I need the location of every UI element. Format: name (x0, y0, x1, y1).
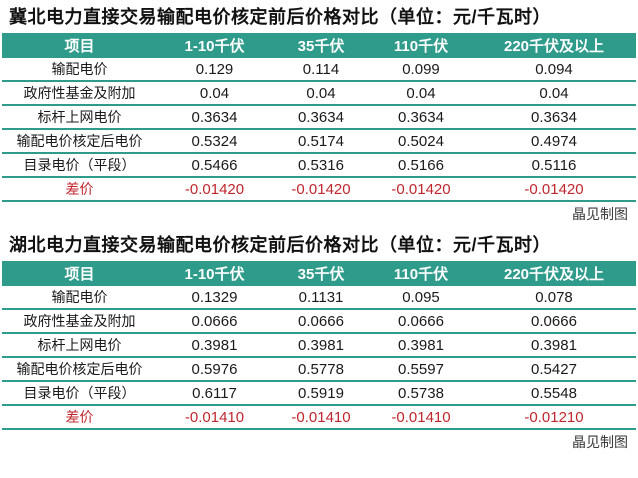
row-label: 差价 (2, 177, 157, 201)
header-row: 项目 1-10千伏 35千伏 110千伏 220千伏及以上 (2, 33, 636, 58)
value-cell: -0.01420 (370, 177, 472, 201)
column-header: 35千伏 (272, 261, 370, 286)
column-header: 110千伏 (370, 261, 472, 286)
value-cell: 0.04 (370, 81, 472, 105)
price-table-section: 冀北电力直接交易输配电价核定前后价格对比（单位：元/千瓦时） 项目 1-10千伏 3… (0, 7, 638, 222)
column-header: 35千伏 (272, 33, 370, 58)
row-label: 输配电价 (2, 58, 157, 81)
value-cell: 0.3981 (272, 333, 370, 357)
value-cell: 0.5116 (472, 153, 636, 177)
value-cell: 0.5976 (157, 357, 272, 381)
row-label: 输配电价核定后电价 (2, 357, 157, 381)
value-cell: -0.01210 (472, 405, 636, 429)
column-header: 110千伏 (370, 33, 472, 58)
value-cell: 0.1131 (272, 286, 370, 309)
infographic-root: 冀北电力直接交易输配电价核定前后价格对比（单位：元/千瓦时） 项目 1-10千伏 3… (0, 7, 638, 450)
column-header: 1-10千伏 (157, 33, 272, 58)
column-header: 1-10千伏 (157, 261, 272, 286)
value-cell: 0.5778 (272, 357, 370, 381)
price-table-section: 湖北电力直接交易输配电价核定前后价格对比（单位：元/千瓦时） 项目 1-10千伏 3… (0, 235, 638, 450)
price-table: 项目 1-10千伏 35千伏 110千伏 220千伏及以上 输配电价 0.1329 0.11… (2, 261, 636, 430)
value-cell: 0.5597 (370, 357, 472, 381)
table-row: 标杆上网电价 0.3634 0.3634 0.3634 0.3634 (2, 105, 636, 129)
value-cell: 0.5316 (272, 153, 370, 177)
value-cell: 0.095 (370, 286, 472, 309)
value-cell: 0.6117 (157, 381, 272, 405)
row-label: 标杆上网电价 (2, 333, 157, 357)
table-row: 政府性基金及附加 0.0666 0.0666 0.0666 0.0666 (2, 309, 636, 333)
row-label: 目录电价（平段） (2, 381, 157, 405)
value-cell: 0.3634 (370, 105, 472, 129)
value-cell: 0.04 (157, 81, 272, 105)
table-row: 政府性基金及附加 0.04 0.04 0.04 0.04 (2, 81, 636, 105)
value-cell: 0.3981 (370, 333, 472, 357)
value-cell: 0.114 (272, 58, 370, 81)
value-cell: 0.5738 (370, 381, 472, 405)
value-cell: -0.01410 (157, 405, 272, 429)
value-cell: 0.0666 (370, 309, 472, 333)
table-row: 差价 -0.01410 -0.01410 -0.01410 -0.01210 (2, 405, 636, 429)
value-cell: 0.5324 (157, 129, 272, 153)
value-cell: 0.3634 (472, 105, 636, 129)
table-title: 冀北电力直接交易输配电价核定前后价格对比（单位：元/千瓦时） (9, 7, 551, 27)
value-cell: -0.01420 (472, 177, 636, 201)
value-cell: 0.04 (272, 81, 370, 105)
value-cell: 0.5427 (472, 357, 636, 381)
table-row: 输配电价 0.1329 0.1131 0.095 0.078 (2, 286, 636, 309)
credit-label: 晶见制图 (572, 434, 628, 450)
column-header: 项目 (2, 33, 157, 58)
price-table: 项目 1-10千伏 35千伏 110千伏 220千伏及以上 输配电价 0.129 0.114… (2, 33, 636, 202)
value-cell: 0.5466 (157, 153, 272, 177)
value-cell: 0.3634 (272, 105, 370, 129)
table-row: 标杆上网电价 0.3981 0.3981 0.3981 0.3981 (2, 333, 636, 357)
row-label: 标杆上网电价 (2, 105, 157, 129)
table-row: 差价 -0.01420 -0.01420 -0.01420 -0.01420 (2, 177, 636, 201)
column-header: 220千伏及以上 (472, 261, 636, 286)
row-label: 输配电价核定后电价 (2, 129, 157, 153)
value-cell: -0.01410 (370, 405, 472, 429)
value-cell: 0.5919 (272, 381, 370, 405)
value-cell: 0.129 (157, 58, 272, 81)
value-cell: 0.3634 (157, 105, 272, 129)
row-label: 政府性基金及附加 (2, 309, 157, 333)
table-row: 输配电价核定后电价 0.5976 0.5778 0.5597 0.5427 (2, 357, 636, 381)
value-cell: 0.5024 (370, 129, 472, 153)
value-cell: 0.4974 (472, 129, 636, 153)
value-cell: 0.3981 (472, 333, 636, 357)
row-label: 目录电价（平段） (2, 153, 157, 177)
table-row: 目录电价（平段） 0.6117 0.5919 0.5738 0.5548 (2, 381, 636, 405)
value-cell: 0.078 (472, 286, 636, 309)
value-cell: 0.1329 (157, 286, 272, 309)
table-row: 输配电价核定后电价 0.5324 0.5174 0.5024 0.4974 (2, 129, 636, 153)
column-header: 220千伏及以上 (472, 33, 636, 58)
value-cell: 0.099 (370, 58, 472, 81)
value-cell: 0.0666 (157, 309, 272, 333)
value-cell: 0.5548 (472, 381, 636, 405)
credit-label: 晶见制图 (572, 206, 628, 222)
value-cell: 0.0666 (472, 309, 636, 333)
value-cell: 0.0666 (272, 309, 370, 333)
table-row: 目录电价（平段） 0.5466 0.5316 0.5166 0.5116 (2, 153, 636, 177)
value-cell: -0.01420 (272, 177, 370, 201)
value-cell: 0.094 (472, 58, 636, 81)
value-cell: 0.5166 (370, 153, 472, 177)
row-label: 差价 (2, 405, 157, 429)
header-row: 项目 1-10千伏 35千伏 110千伏 220千伏及以上 (2, 261, 636, 286)
row-label: 输配电价 (2, 286, 157, 309)
row-label: 政府性基金及附加 (2, 81, 157, 105)
value-cell: -0.01410 (272, 405, 370, 429)
table-row: 输配电价 0.129 0.114 0.099 0.094 (2, 58, 636, 81)
value-cell: 0.5174 (272, 129, 370, 153)
value-cell: 0.3981 (157, 333, 272, 357)
table-title: 湖北电力直接交易输配电价核定前后价格对比（单位：元/千瓦时） (9, 235, 551, 255)
column-header: 项目 (2, 261, 157, 286)
value-cell: -0.01420 (157, 177, 272, 201)
value-cell: 0.04 (472, 81, 636, 105)
